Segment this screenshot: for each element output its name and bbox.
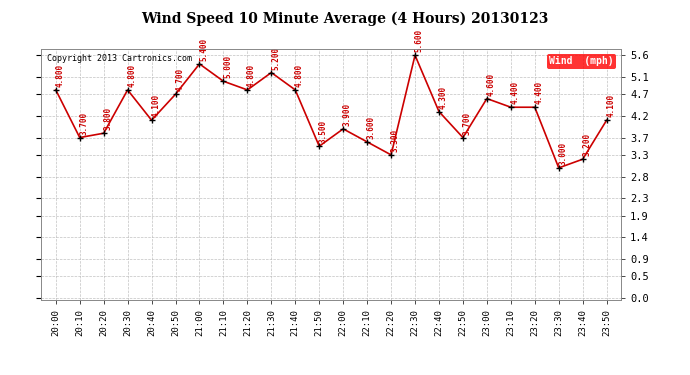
Text: 4.300: 4.300 bbox=[439, 86, 448, 109]
Text: 3.200: 3.200 bbox=[582, 133, 591, 156]
Text: 5.000: 5.000 bbox=[223, 56, 232, 78]
Text: Copyright 2013 Cartronics.com: Copyright 2013 Cartronics.com bbox=[47, 54, 193, 63]
Text: 5.400: 5.400 bbox=[199, 38, 208, 61]
Legend: Wind  (mph): Wind (mph) bbox=[546, 54, 616, 69]
Text: 4.700: 4.700 bbox=[175, 68, 184, 92]
Text: 4.800: 4.800 bbox=[247, 64, 256, 87]
Text: 5.200: 5.200 bbox=[271, 46, 280, 70]
Text: 4.600: 4.600 bbox=[486, 73, 495, 96]
Text: 4.100: 4.100 bbox=[151, 94, 160, 117]
Text: 4.400: 4.400 bbox=[511, 81, 520, 105]
Text: 3.600: 3.600 bbox=[367, 116, 376, 139]
Text: 4.800: 4.800 bbox=[55, 64, 64, 87]
Text: 4.100: 4.100 bbox=[607, 94, 615, 117]
Text: 4.800: 4.800 bbox=[295, 64, 304, 87]
Text: 5.600: 5.600 bbox=[415, 29, 424, 52]
Text: 3.500: 3.500 bbox=[319, 120, 328, 144]
Text: 3.000: 3.000 bbox=[558, 142, 567, 165]
Text: 3.800: 3.800 bbox=[104, 107, 112, 130]
Text: 3.700: 3.700 bbox=[462, 112, 471, 135]
Text: 3.900: 3.900 bbox=[343, 103, 352, 126]
Text: 4.400: 4.400 bbox=[535, 81, 544, 105]
Text: 4.800: 4.800 bbox=[127, 64, 137, 87]
Text: 3.700: 3.700 bbox=[79, 112, 88, 135]
Text: 3.300: 3.300 bbox=[391, 129, 400, 152]
Text: Wind Speed 10 Minute Average (4 Hours) 20130123: Wind Speed 10 Minute Average (4 Hours) 2… bbox=[141, 11, 549, 26]
